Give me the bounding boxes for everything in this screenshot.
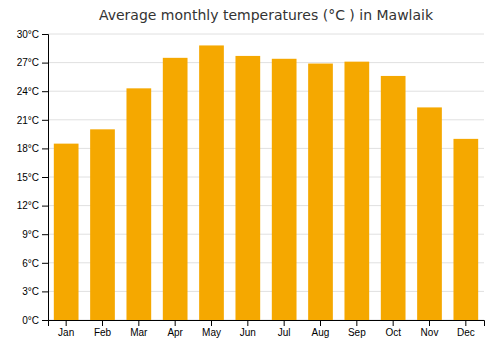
tick: 6°C bbox=[22, 258, 48, 269]
tick-label: 27°C bbox=[17, 57, 39, 68]
x-axis: Jan Feb Mar Apr May Jun Jul Aug Sep Oct Nov Dec bbox=[49, 320, 485, 338]
tick-mark bbox=[138, 320, 139, 326]
tick-label: 3°C bbox=[22, 286, 39, 297]
tick-label: 21°C bbox=[17, 115, 39, 126]
bar bbox=[344, 62, 369, 320]
tick: 15°C bbox=[17, 172, 48, 183]
bar bbox=[381, 76, 406, 320]
grid bbox=[48, 34, 484, 320]
tick-mark bbox=[42, 263, 48, 264]
tick-label: Dec bbox=[457, 327, 475, 338]
tick-mark bbox=[429, 320, 430, 326]
chart: 0°C 3°C 6°C 9°C 12°C 15°C 18°C 21°C 24°C 27°C 30°C… bbox=[0, 0, 500, 350]
tick: 24°C bbox=[17, 86, 48, 97]
tick-mark bbox=[175, 320, 176, 326]
tick-mark bbox=[42, 120, 48, 121]
tick-mark bbox=[42, 34, 48, 35]
bar bbox=[235, 56, 260, 320]
tick-label: Jul bbox=[278, 327, 291, 338]
tick: 9°C bbox=[22, 229, 48, 240]
bars bbox=[54, 45, 478, 320]
tick-label: May bbox=[202, 327, 221, 338]
tick-label: 0°C bbox=[22, 315, 39, 326]
tick: 21°C bbox=[17, 115, 48, 126]
tick-mark bbox=[66, 320, 67, 326]
tick: Oct bbox=[385, 320, 401, 338]
tick-label: 6°C bbox=[22, 258, 39, 269]
tick-mark bbox=[465, 320, 466, 326]
tick-mark bbox=[320, 320, 321, 326]
grid-line bbox=[48, 34, 484, 35]
tick: 3°C bbox=[22, 286, 48, 297]
tick-label: Apr bbox=[167, 327, 183, 338]
grid-line bbox=[48, 62, 484, 63]
tick: Aug bbox=[312, 320, 330, 338]
tick-mark bbox=[42, 234, 48, 235]
tick-label: Jun bbox=[240, 327, 256, 338]
bar bbox=[163, 58, 188, 320]
tick-label: 24°C bbox=[17, 86, 39, 97]
title: Average monthly temperatures (°C ) in Ma… bbox=[99, 7, 434, 23]
bar bbox=[90, 129, 115, 320]
tick-label: 12°C bbox=[17, 200, 39, 211]
tick-label: 30°C bbox=[17, 29, 39, 40]
plot: 0°C 3°C 6°C 9°C 12°C 15°C 18°C 21°C 24°C 27°C 30°C… bbox=[17, 29, 485, 338]
bar bbox=[453, 139, 478, 320]
tick-mark bbox=[211, 320, 212, 326]
tick: Feb bbox=[94, 320, 112, 338]
tick-mark bbox=[42, 291, 48, 292]
tick: Jun bbox=[240, 320, 256, 338]
tick-label: Sep bbox=[348, 327, 366, 338]
tick-label: 9°C bbox=[22, 229, 39, 240]
bar bbox=[308, 64, 333, 320]
tick-mark bbox=[42, 63, 48, 64]
tick-label: Nov bbox=[421, 327, 439, 338]
tick: 0°C bbox=[22, 315, 48, 326]
tick: Jul bbox=[278, 320, 291, 338]
bar bbox=[126, 88, 151, 320]
tick: Apr bbox=[167, 320, 183, 338]
tick: 12°C bbox=[17, 200, 48, 211]
tick-label: Oct bbox=[385, 327, 401, 338]
bar bbox=[417, 107, 442, 320]
tick: 27°C bbox=[17, 57, 48, 68]
tick-mark bbox=[284, 320, 285, 326]
tick-label: Aug bbox=[312, 327, 330, 338]
tick-mark bbox=[102, 320, 103, 326]
axis-line bbox=[49, 321, 485, 327]
tick-mark bbox=[42, 91, 48, 92]
tick: Mar bbox=[130, 320, 148, 338]
bar bbox=[54, 144, 79, 320]
tick: 18°C bbox=[17, 143, 48, 154]
tick: Dec bbox=[457, 320, 475, 338]
tick-label: 15°C bbox=[17, 172, 39, 183]
tick-mark bbox=[42, 320, 48, 321]
tick-label: 18°C bbox=[17, 143, 39, 154]
tick: Jan bbox=[58, 320, 74, 338]
tick-mark bbox=[356, 320, 357, 326]
grid-line bbox=[48, 91, 484, 92]
y-axis: 0°C 3°C 6°C 9°C 12°C 15°C 18°C 21°C 24°C 27°C 30°C bbox=[17, 29, 49, 326]
tick-label: Feb bbox=[94, 327, 112, 338]
bar bbox=[272, 59, 297, 320]
tick-label: Mar bbox=[130, 327, 148, 338]
bar bbox=[199, 45, 224, 320]
tick-mark bbox=[247, 320, 248, 326]
tick-mark bbox=[42, 177, 48, 178]
tick: May bbox=[202, 320, 221, 338]
axis-line bbox=[42, 35, 49, 321]
tick: 30°C bbox=[17, 29, 48, 40]
tick-mark bbox=[393, 320, 394, 326]
tick-mark bbox=[42, 148, 48, 149]
tick-mark bbox=[42, 206, 48, 207]
tick: Nov bbox=[421, 320, 439, 338]
tick-label: Jan bbox=[58, 327, 74, 338]
tick: Sep bbox=[348, 320, 366, 338]
